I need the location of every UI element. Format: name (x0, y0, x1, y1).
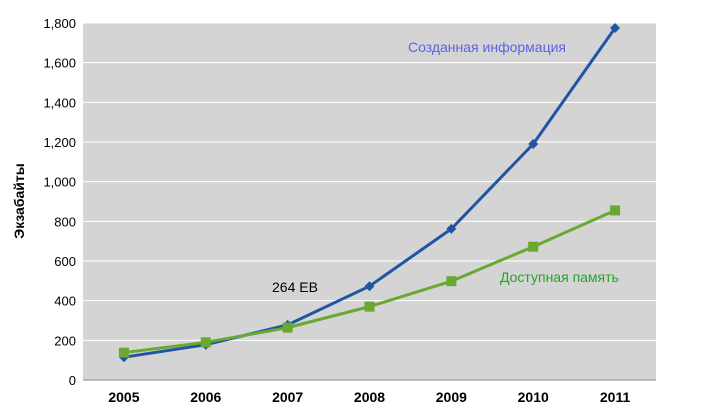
legend-label-created: Созданная информация (408, 39, 566, 55)
y-tick-label: 1,000 (43, 175, 76, 190)
y-tick-label: 1,200 (43, 135, 76, 150)
data-point-square (610, 205, 621, 216)
data-point-diamond (446, 223, 457, 234)
data-point-square (200, 337, 211, 348)
x-tick-label: 2006 (190, 389, 221, 405)
data-point-square (118, 347, 129, 358)
x-tick-label: 2011 (600, 389, 631, 405)
y-tick-label: 1,600 (43, 56, 76, 71)
y-tick-label: 0 (69, 373, 76, 388)
y-tick-label: 800 (54, 214, 76, 229)
data-point-square (528, 241, 539, 252)
data-point-diamond (364, 281, 375, 292)
x-tick-label: 2010 (518, 389, 549, 405)
y-tick-label: 600 (54, 254, 76, 269)
data-point-diamond (610, 22, 621, 33)
x-tick-label: 2008 (354, 389, 385, 405)
y-tick-label: 400 (54, 294, 76, 309)
annotation-264eb: 264 EB (272, 279, 318, 295)
y-axis-ticks: 0 200 400 600 800 1,000 1,200 1,400 1,600 1,800 (43, 16, 76, 388)
legend-label-storage: Доступная память (500, 269, 619, 285)
data-point-diamond (528, 138, 539, 149)
data-point-square (446, 276, 457, 287)
y-tick-label: 200 (54, 333, 76, 348)
plot-area (83, 23, 656, 380)
series-group (118, 22, 621, 363)
y-axis-label: Экзабайты (11, 163, 27, 238)
x-axis-ticks: 2005 2006 2007 2008 2009 2010 2011 (108, 389, 630, 405)
x-tick-label: 2005 (108, 389, 139, 405)
x-tick-label: 2009 (436, 389, 467, 405)
grid-lines (83, 22, 656, 341)
x-tick-label: 2007 (272, 389, 303, 405)
data-point-square (364, 301, 375, 312)
y-tick-label: 1,800 (43, 16, 76, 31)
y-tick-label: 1,400 (43, 95, 76, 110)
data-point-square (282, 322, 293, 333)
